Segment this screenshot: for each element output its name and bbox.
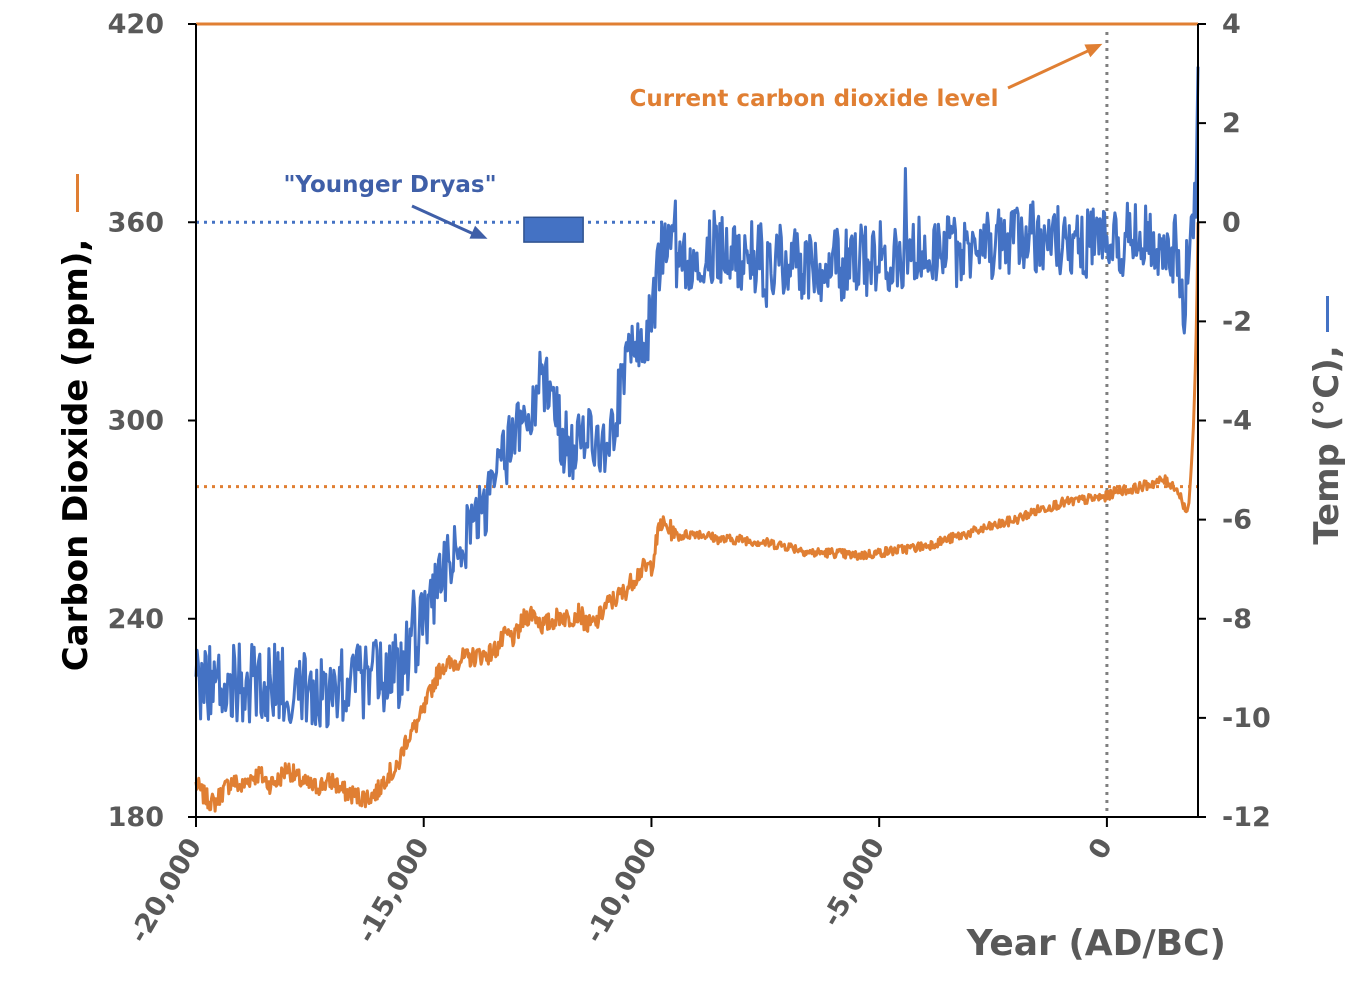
x-tick-label: -15,000 [351, 833, 436, 948]
y-left-tick-label: 180 [108, 802, 164, 833]
y-axis-right-label: Temp (°C), [1307, 345, 1347, 544]
plot-area [196, 22, 1198, 817]
co2-legend-swatch [76, 174, 79, 212]
temperature-series-line [194, 66, 1200, 729]
axes-layer: 180 240 300 360 420 -12 -10 -8 -6 -4 -2 0 2 4 -20,000 -… [108, 9, 1271, 948]
y-right-tick-label: 4 [1222, 9, 1241, 40]
x-tick-label: 0 [1083, 833, 1119, 865]
y-right-tick-label: -12 [1222, 802, 1271, 833]
younger-dryas-annotation: "Younger Dryas" [283, 172, 496, 198]
y-right-tick-label: -6 [1222, 505, 1252, 536]
x-tick-label: -5,000 [816, 833, 891, 932]
y-right-tick-label: -10 [1222, 703, 1271, 734]
y-left-tick-label: 360 [108, 207, 164, 238]
y-axis-left-label: Carbon Dioxide (ppm), [56, 239, 96, 672]
current-co2-arrow-line [1007, 48, 1091, 90]
younger-dryas-arrow-head [469, 225, 488, 239]
y-left-tick-label: 240 [108, 604, 164, 635]
y-right-tick-label: -8 [1222, 604, 1252, 635]
y-right-tick-label: 0 [1222, 207, 1241, 238]
current-co2-annotation: Current carbon dioxide level [630, 86, 999, 112]
current-co2-arrow-head [1084, 43, 1103, 58]
x-tick-label: -10,000 [579, 833, 664, 948]
x-tick-label: -20,000 [124, 833, 209, 948]
younger-dryas-box [523, 216, 584, 243]
younger-dryas-arrow-line [411, 204, 479, 238]
y-left-tick-label: 420 [108, 9, 164, 40]
y-right-tick-label: -4 [1222, 406, 1252, 437]
temp-legend-swatch [1326, 296, 1329, 332]
series-layer [194, 66, 1200, 813]
annotation-layer [411, 43, 1103, 243]
x-axis-label: Year (AD/BC) [966, 923, 1226, 964]
y-left-tick-label: 300 [108, 406, 164, 437]
y-right-tick-label: 2 [1222, 108, 1241, 139]
co2-series-line [194, 222, 1200, 813]
y-right-tick-label: -2 [1222, 306, 1252, 337]
